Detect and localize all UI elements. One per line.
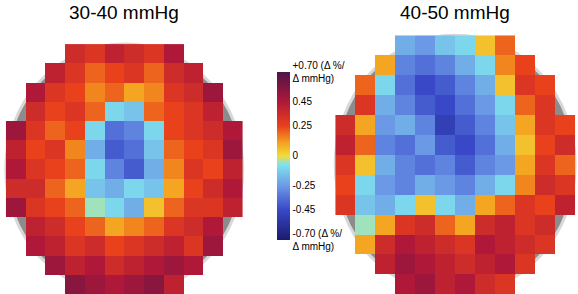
- svg-text:-0.25: -0.25: [293, 180, 316, 191]
- svg-text:0.45: 0.45: [293, 96, 313, 107]
- svg-text:0: 0: [293, 150, 299, 161]
- svg-text:+0.70 (Δ %/Δ mmHg): +0.70 (Δ %/Δ mmHg): [293, 60, 345, 84]
- svg-text:30-40 mmHg: 30-40 mmHg: [69, 2, 179, 23]
- svg-text:0.25: 0.25: [293, 120, 313, 131]
- svg-text:-0.45: -0.45: [293, 204, 316, 215]
- svg-text:40-50 mmHg: 40-50 mmHg: [400, 2, 510, 23]
- svg-text:-0.70 (Δ %/Δ mmHg): -0.70 (Δ %/Δ mmHg): [293, 228, 343, 252]
